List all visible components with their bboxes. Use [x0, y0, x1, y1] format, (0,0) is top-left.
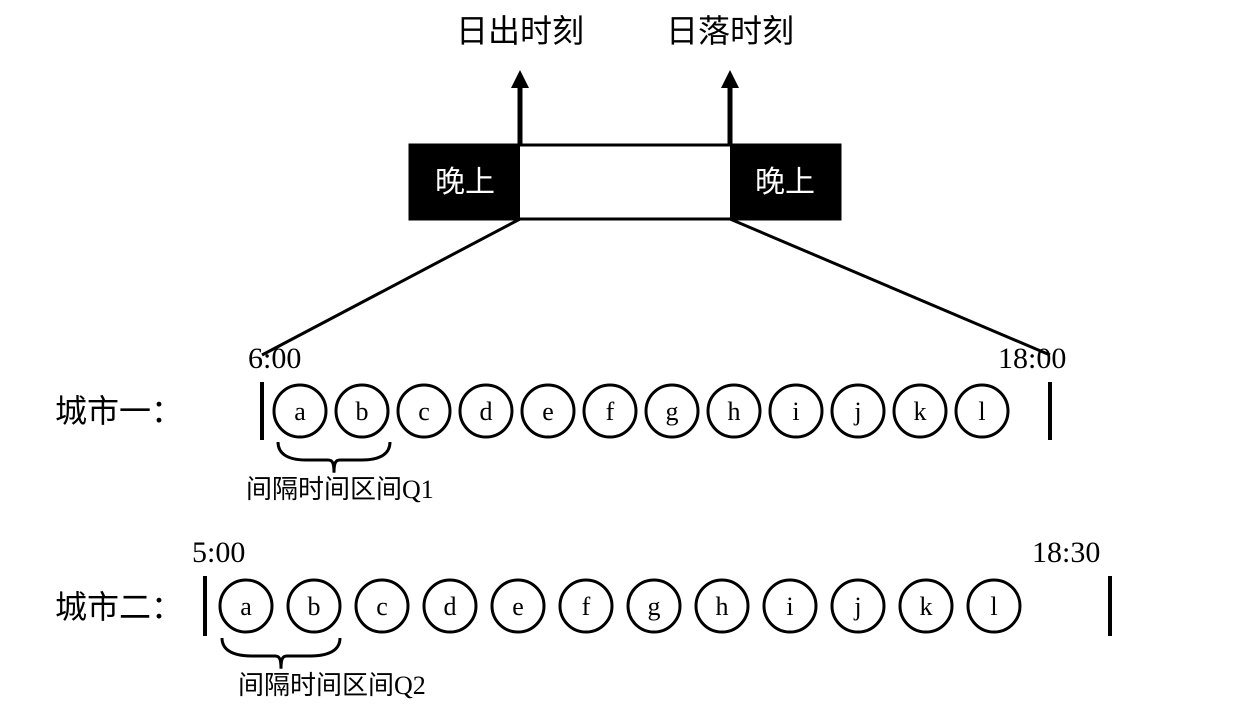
- city1-slot-l-label: l: [978, 397, 985, 426]
- city1-slot-a-label: a: [294, 397, 306, 426]
- fanout-left-line: [262, 219, 520, 355]
- sunset-arrow-head: [721, 70, 739, 88]
- city2-slot-i-label: i: [786, 592, 793, 621]
- city2-slot-c-label: c: [376, 592, 388, 621]
- sunset-label: 日落时刻: [666, 13, 794, 49]
- city1-end-time: 18:00: [998, 342, 1066, 375]
- night-right-label: 晚上: [755, 166, 815, 199]
- city2-slot-b-label: b: [308, 592, 321, 621]
- city2-brace-left: [222, 638, 281, 669]
- city2-slot-l-label: l: [990, 592, 997, 621]
- city2-slot-e-label: e: [512, 592, 524, 621]
- city1-slot-j-label: j: [853, 397, 861, 426]
- city2-slot-a-label: a: [240, 592, 252, 621]
- city2-slot-k-label: k: [920, 592, 933, 621]
- city1-interval-label: 间隔时间区间Q1: [246, 475, 434, 504]
- city1-start-time: 6:00: [248, 342, 301, 375]
- city2-slot-h-label: h: [716, 592, 729, 621]
- city1-slot-g-label: g: [666, 397, 679, 426]
- sunrise-label: 日出时刻: [456, 13, 584, 49]
- city1-slot-c-label: c: [418, 397, 430, 426]
- city1-slot-e-label: e: [542, 397, 554, 426]
- city2-end-time: 18:30: [1032, 536, 1100, 569]
- city1-slot-b-label: b: [356, 397, 369, 426]
- city2-label: 城市二：: [55, 589, 183, 625]
- city1-label: 城市一：: [55, 393, 183, 429]
- sunrise-arrow-head: [511, 70, 529, 88]
- city1-brace-left: [278, 442, 334, 473]
- city1-slot-h-label: h: [728, 397, 741, 426]
- city2-slot-d-label: d: [444, 592, 457, 621]
- diagram-root: 晚上 晚上 日出时刻 日落时刻城市一： 6:00 18:00 a b c d e f g h i j k l 间隔时…: [0, 0, 1240, 725]
- city2-slot-j-label: j: [853, 592, 861, 621]
- city2-interval-label: 间隔时间区间Q2: [238, 671, 426, 700]
- city2-slot-f-label: f: [582, 592, 591, 621]
- city1-slot-i-label: i: [792, 397, 799, 426]
- city1-slot-k-label: k: [914, 397, 927, 426]
- night-left-label: 晚上: [435, 166, 495, 199]
- city1-slot-f-label: f: [606, 397, 615, 426]
- city1-brace-right: [334, 442, 390, 473]
- city2-slot-g-label: g: [648, 592, 661, 621]
- city1-slot-d-label: d: [480, 397, 493, 426]
- fanout-right-line: [730, 219, 1050, 355]
- city2-brace-right: [281, 638, 340, 669]
- city2-start-time: 5:00: [192, 536, 245, 569]
